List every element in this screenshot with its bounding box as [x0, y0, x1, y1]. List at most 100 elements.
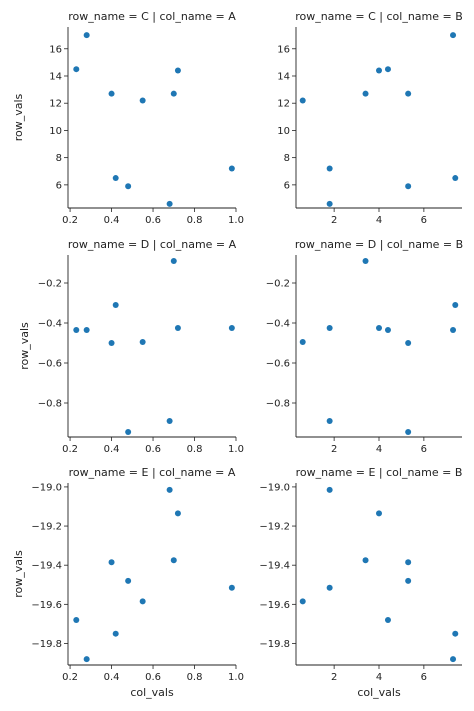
panel-r2-c2-ytick-label: −0.4	[266, 319, 290, 330]
panel-r3-c1-point	[170, 557, 177, 564]
panel-r1-c2-ytick-label: 12	[277, 99, 290, 110]
panel-r1-c1-ytick-label: 6	[56, 180, 62, 191]
panel-r1-c2-ytick-label: 10	[277, 126, 290, 137]
panel-r2-c1-point	[73, 327, 80, 333]
panel-r2-c1-xtick-label: 0.6	[145, 444, 161, 455]
panel-r1-c2-point	[326, 200, 333, 207]
panel-r1-c2-xtick-label: 4	[376, 215, 382, 226]
panel-r3-c1-ytick-label: −19.0	[31, 482, 62, 493]
panel-r1-c1-ytick-label: 16	[49, 44, 62, 55]
panel-r2-c2-xtick-label: 6	[421, 444, 427, 455]
panel-r1-c1-point	[112, 175, 119, 182]
panel-r3-c1-ytick-label: −19.8	[31, 639, 62, 650]
panel-r3-c2-ytick-label: −19.0	[259, 482, 290, 493]
panel-r1-c2-point	[299, 97, 306, 104]
panel-r3-c1-xtick-label: 1.0	[228, 672, 244, 683]
panel-r3-c1-point	[73, 616, 80, 623]
panel-r3-c2-xtick-label: 4	[376, 672, 382, 683]
panel-r3-c2-ytick-label: −19.2	[259, 522, 290, 533]
panel-r2-c1-xtick-label: 1.0	[228, 444, 244, 455]
panel-r1-c2-point	[326, 165, 333, 172]
panel-r2-c1-point	[139, 339, 146, 345]
panel-r3-c1-ytick-label: −19.2	[31, 522, 62, 533]
panel-r3-c1-point	[125, 577, 132, 584]
panel-r3-c1-point	[83, 656, 90, 663]
panel-r2-c1-point	[112, 302, 119, 308]
panel-r3-c2-point	[405, 559, 412, 566]
panel-r1-c1-point	[108, 90, 115, 97]
panel-r2-c2-point	[405, 340, 412, 346]
panel-r1-c2-xtick-label: 2	[331, 215, 337, 226]
panel-r2-c2-point	[376, 325, 382, 331]
panel-r1-c1-ytick-label: 14	[49, 71, 62, 82]
panel-r3-c2-xlabel: col_vals	[357, 686, 401, 699]
panel-r2-c1-ytick-label: −0.8	[38, 399, 62, 410]
panel-r3-c1-xtick-label: 0.2	[62, 672, 78, 683]
panel-r2-c2-ytick-label: −0.6	[266, 359, 290, 370]
panel-r3-c2-ytick-label: −19.6	[259, 600, 290, 611]
panel-r1-c1-ytick-label: 10	[49, 126, 62, 137]
panel-r1-c1-point	[174, 67, 181, 74]
panel-r1-c2-point	[405, 183, 412, 190]
panel-r3-c2-ytick-label: −19.8	[259, 639, 290, 650]
panel-r1-c1-point	[228, 165, 235, 172]
panel-r3-c2-title: row_name = E | col_name = B	[296, 466, 463, 479]
panel-r3-c2-point	[452, 630, 459, 637]
panel-r2-c1-ytick-label: −0.4	[38, 319, 62, 330]
panel-r1-c1-point	[170, 90, 177, 97]
panel-r3-c2-point	[326, 584, 333, 591]
panel-r3-c2-point	[299, 598, 306, 605]
panel-r2-c2-point	[405, 429, 412, 435]
panel-r2-c1-xtick-label: 0.4	[104, 444, 120, 455]
panel-r2-c1-point	[108, 340, 115, 346]
panel-r1-c2-point	[384, 66, 391, 73]
panel-r2-c1-point	[174, 325, 181, 331]
panel-r1-c2-point	[450, 32, 457, 39]
panel-r3-c2-point	[384, 616, 391, 623]
panel-r1-c1-point	[83, 32, 90, 39]
panel-r1-c2-ytick-label: 6	[284, 180, 290, 191]
panel-r2-c1-ytick-label: −0.2	[38, 279, 62, 290]
row-2-ylabel: row_vals	[18, 322, 31, 370]
panel-r1-c1-point	[166, 200, 173, 207]
panel-r3-c1-ytick-label: −19.4	[31, 561, 62, 572]
panel-r3-c1-xlabel: col_vals	[130, 686, 174, 699]
panel-r2-c1-point	[228, 325, 235, 331]
panel-r2-c2-point	[384, 327, 391, 333]
panel-r2-c1-xtick-label: 0.8	[187, 444, 203, 455]
panel-r1-c2-point	[362, 90, 369, 97]
row-1-ylabel: row_vals	[12, 93, 25, 141]
panel-r3-c2-point	[326, 486, 333, 493]
row-3-ylabel: row_vals	[12, 550, 25, 598]
panel-r2-c1-xtick-label: 0.2	[62, 444, 78, 455]
panel-r1-c1-title: row_name = C | col_name = A	[68, 10, 236, 23]
panel-r1-c2-title: row_name = C | col_name = B	[295, 10, 463, 23]
panel-r2-c2-point	[452, 302, 459, 308]
panel-r1-c2-ytick-label: 14	[277, 71, 290, 82]
panel-r1-c1-ytick-label: 12	[49, 99, 62, 110]
panel-r3-c1-point	[228, 584, 235, 591]
panel-r3-c1-xtick-label: 0.8	[187, 672, 203, 683]
panel-r3-c2-xtick-label: 2	[331, 672, 337, 683]
panel-r3-c2-point	[450, 656, 457, 663]
panel-r1-c2-xtick-label: 6	[421, 215, 427, 226]
panel-r3-c1-point	[174, 510, 181, 517]
panel-r1-c2-ytick-label: 16	[277, 44, 290, 55]
panel-r3-c2-point	[405, 577, 412, 584]
panel-r3-c1-xtick-label: 0.6	[145, 672, 161, 683]
panel-r1-c2-ytick-label: 8	[284, 153, 290, 164]
panel-r2-c2-xtick-label: 4	[376, 444, 382, 455]
panel-r3-c1-ytick-label: −19.6	[31, 600, 62, 611]
panel-r3-c1-point	[139, 598, 146, 605]
panel-r1-c1-point	[139, 97, 146, 104]
panel-r2-c2-point	[326, 418, 333, 424]
panel-r2-c1-point	[125, 429, 132, 435]
panel-r1-c1-xtick-label: 1.0	[228, 215, 244, 226]
panel-r1-c1-point	[125, 183, 132, 190]
panel-r1-c1-xtick-label: 0.8	[187, 215, 203, 226]
panel-r1-c1-point	[73, 66, 80, 73]
panel-r3-c1-xtick-label: 0.4	[104, 672, 120, 683]
panel-r1-c1-ytick-label: 8	[56, 153, 62, 164]
panel-r1-c1-xtick-label: 0.2	[62, 215, 78, 226]
